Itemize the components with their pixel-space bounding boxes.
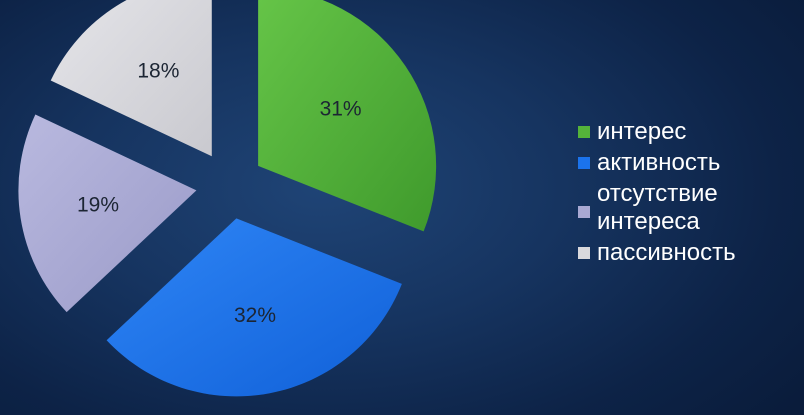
slice-no-interest [18,114,197,313]
slice-interest [258,0,437,232]
legend-item-passivity: пассивность [578,239,804,267]
legend: интерес активность отсутствие интереса п… [578,118,804,270]
legend-label: пассивность [597,239,736,266]
legend-label: интерес [597,118,687,145]
legend-swatch [578,126,590,138]
legend-label: активность [597,149,721,176]
legend-swatch [578,247,590,259]
slice-label-activity: 32% [234,304,276,327]
legend-swatch [578,206,590,218]
legend-item-no-interest: отсутствие интереса [578,180,804,236]
slice-label-interest: 31% [320,97,362,120]
slice-label-passivity: 18% [137,60,179,83]
legend-item-activity: активность [578,149,804,177]
legend-item-interest: интерес [578,118,804,146]
slice-label-no-interest: 19% [77,193,119,216]
legend-swatch [578,157,590,169]
slice-passivity [50,0,212,157]
legend-label: отсутствие интереса [597,180,718,235]
slice-activity [106,218,402,397]
